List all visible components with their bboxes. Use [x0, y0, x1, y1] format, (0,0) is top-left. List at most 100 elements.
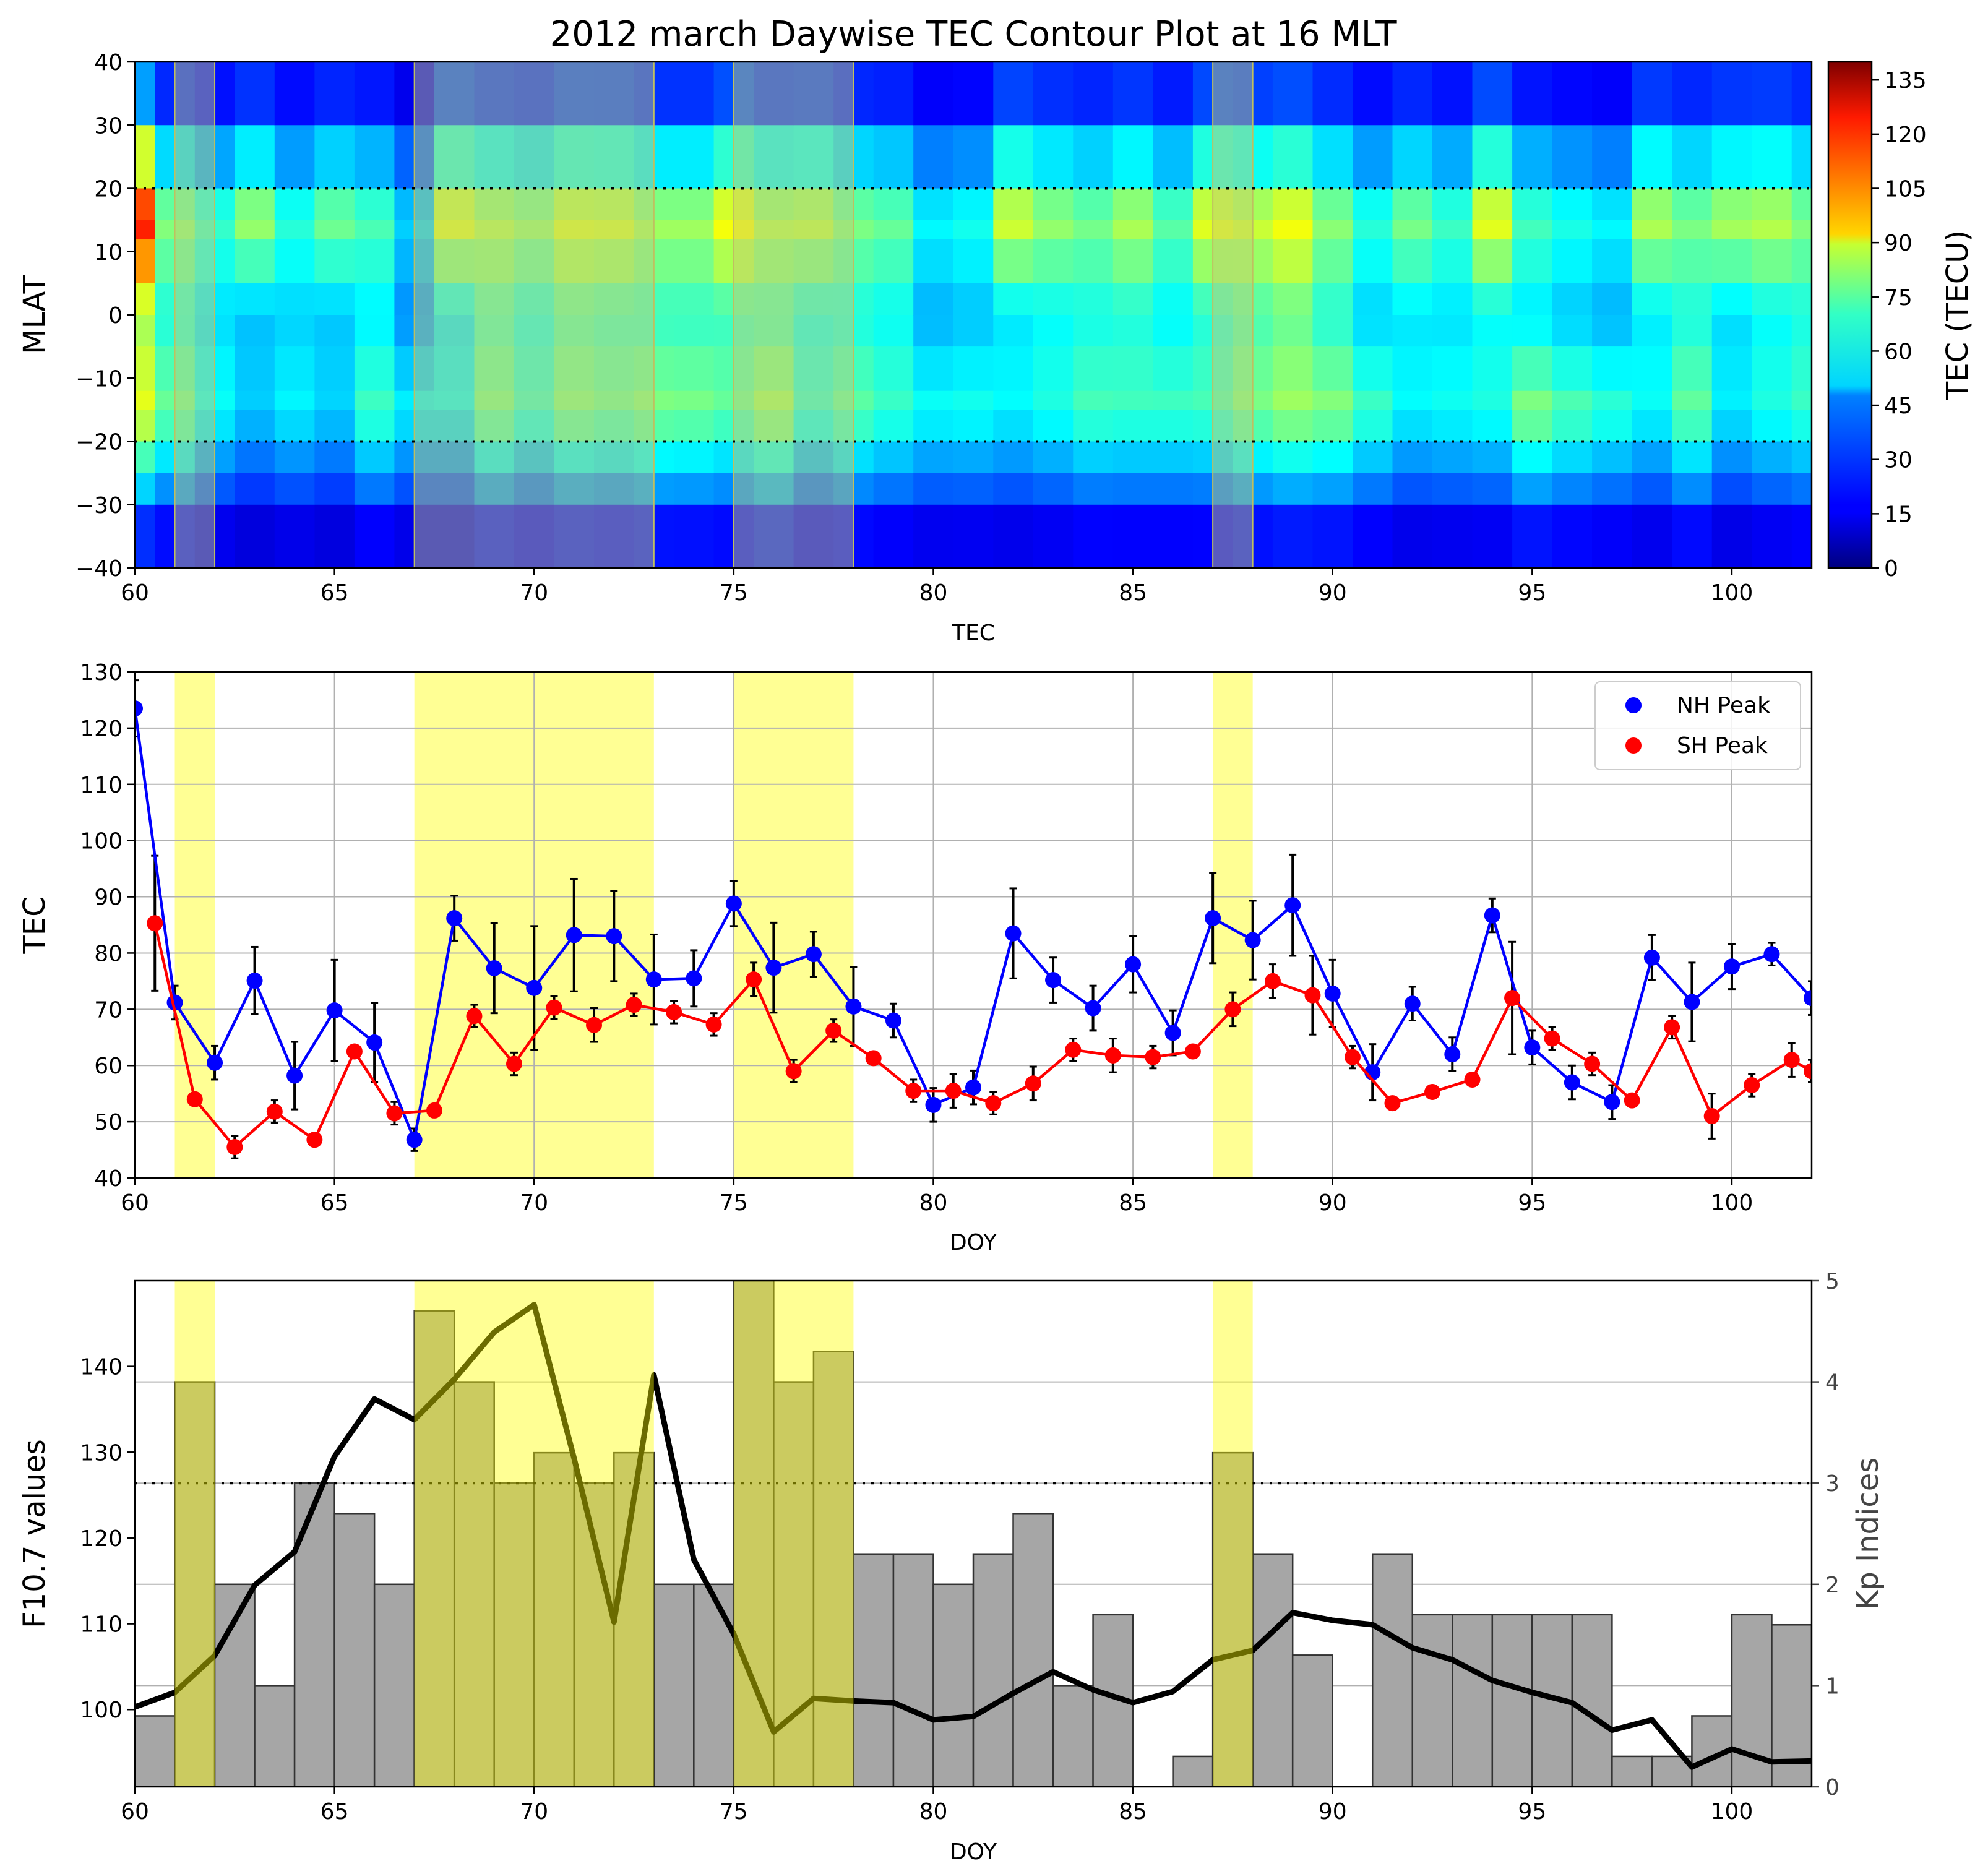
heatmap-cell: [674, 473, 715, 505]
heatmap-cell: [873, 315, 914, 347]
heatmap-cell: [1472, 390, 1513, 410]
heatmap-cell: [1791, 473, 1812, 505]
nh-peak-point: [1404, 995, 1421, 1012]
heatmap-cell: [314, 441, 355, 474]
kp-bar: [1411, 1614, 1453, 1787]
x-tick-label: 65: [321, 1190, 349, 1216]
nh-peak-point: [606, 928, 622, 945]
heatmap-cell: [1112, 283, 1153, 316]
heatmap-cell: [1392, 390, 1433, 410]
heatmap-cell: [1632, 504, 1672, 568]
y-tick-label: 40: [94, 50, 123, 75]
x-tick-label: 60: [121, 580, 149, 606]
heatmap-cell: [474, 283, 515, 316]
heatmap-cell: [594, 410, 635, 442]
heatmap-cell: [1512, 410, 1553, 442]
kp-bar: [733, 1281, 775, 1787]
kp-bar: [254, 1685, 296, 1787]
nh-peak-point: [286, 1067, 303, 1084]
legend-box: [1594, 681, 1801, 770]
sh-peak-point: [346, 1043, 363, 1060]
sh-peak-point: [1224, 1001, 1241, 1018]
heatmap-cell: [913, 239, 954, 284]
heatmap-cell: [474, 315, 515, 347]
heatmap-cell: [1312, 504, 1353, 568]
heatmap-cell: [1392, 410, 1433, 442]
heatmap-cell: [1552, 410, 1593, 442]
heatmap-cell: [235, 441, 275, 474]
sh-peak-point: [1065, 1041, 1082, 1058]
legend-label-sh: SH Peak: [1677, 733, 1768, 759]
heatmap-cell: [235, 239, 275, 284]
heatmap-cell: [354, 283, 395, 316]
x-tick-label: 100: [1711, 1799, 1753, 1825]
heatmap-cell: [993, 473, 1034, 505]
heatmap-cell: [1592, 346, 1633, 392]
heatmap-cell: [793, 125, 834, 189]
y-tick-label: 50: [94, 1110, 123, 1135]
kp-bar: [653, 1583, 695, 1787]
kp-bar: [1012, 1513, 1054, 1787]
heatmap-cell: [1711, 315, 1752, 347]
sh-peak-point: [1544, 1030, 1560, 1047]
x-tick-label: 60: [121, 1799, 149, 1825]
nh-peak-point: [1444, 1046, 1461, 1063]
heatmap-cell: [554, 220, 595, 239]
heatmap-cell: [135, 504, 155, 568]
kp-bar: [1252, 1553, 1294, 1787]
kp-bar: [1211, 1451, 1254, 1787]
colorbar-tick-label: 30: [1884, 448, 1913, 473]
heatmap-cell: [674, 346, 715, 392]
x-tick-label: 95: [1518, 1799, 1546, 1825]
heatmap-cell: [1312, 283, 1353, 316]
heatmap-cell: [1752, 315, 1792, 347]
nh-peak-point: [765, 960, 782, 976]
kp-bars: [135, 1281, 1812, 1787]
heatmap-cell: [953, 125, 994, 189]
heatmap-cell: [1033, 441, 1074, 474]
heatmap-cell: [235, 220, 275, 239]
heatmap-cell: [1592, 220, 1633, 239]
heatmap-cell: [554, 62, 595, 126]
heatmap-cell: [314, 62, 355, 126]
heatmap-cell: [1272, 283, 1313, 316]
heatmap-cell: [1392, 473, 1433, 505]
colorbar-ticks: 0 15 30 45 60 75 90 105 120 135: [1872, 68, 1927, 582]
heatmap-cell: [474, 125, 515, 189]
heatmap-cell: [1472, 125, 1513, 189]
kp-tick-label: 4: [1825, 1370, 1840, 1396]
sh-peak-point: [905, 1083, 922, 1099]
heatmap-cell: [1711, 504, 1752, 568]
heatmap-cell: [1432, 390, 1473, 410]
heatmap-cell: [1153, 410, 1194, 442]
heatmap-cell: [274, 62, 315, 126]
heatmap-cell: [434, 283, 475, 316]
heatmap-cell: [873, 441, 914, 474]
colorbar-tick-label: 15: [1884, 502, 1913, 527]
heatmap-cell: [754, 346, 794, 392]
heatmap-cell: [953, 441, 994, 474]
heatmap-cell: [1112, 62, 1153, 126]
heatmap-cell: [993, 410, 1034, 442]
sh-peak-point: [1104, 1047, 1121, 1064]
heatmap-cell: [1033, 504, 1074, 568]
heatmap-cell: [235, 62, 275, 126]
heatmap-cell: [913, 441, 954, 474]
heatmap-cell: [1632, 410, 1672, 442]
heatmap-cell: [993, 504, 1034, 568]
heatmap-cell: [1073, 283, 1114, 316]
heatmap-cell: [554, 390, 595, 410]
x-tick-label: 80: [919, 1799, 948, 1825]
heatmap-cell: [674, 125, 715, 189]
colorbar-label: TEC (TECU): [1940, 230, 1975, 400]
heatmap-cell: [514, 504, 555, 568]
heatmap-cell: [1672, 441, 1713, 474]
heatmap-cell: [1752, 441, 1792, 474]
sh-peak-point: [1703, 1108, 1720, 1125]
nh-peak-point: [135, 700, 143, 717]
x-tick-label: 85: [1119, 1190, 1147, 1216]
x-tick-label: 75: [720, 1190, 748, 1216]
heatmap-y-ticks: 40 30 20 10 0 −10 −20 −30 −40: [75, 50, 135, 582]
heatmap-cell: [1632, 239, 1672, 284]
peaks-series: [135, 679, 1812, 1159]
